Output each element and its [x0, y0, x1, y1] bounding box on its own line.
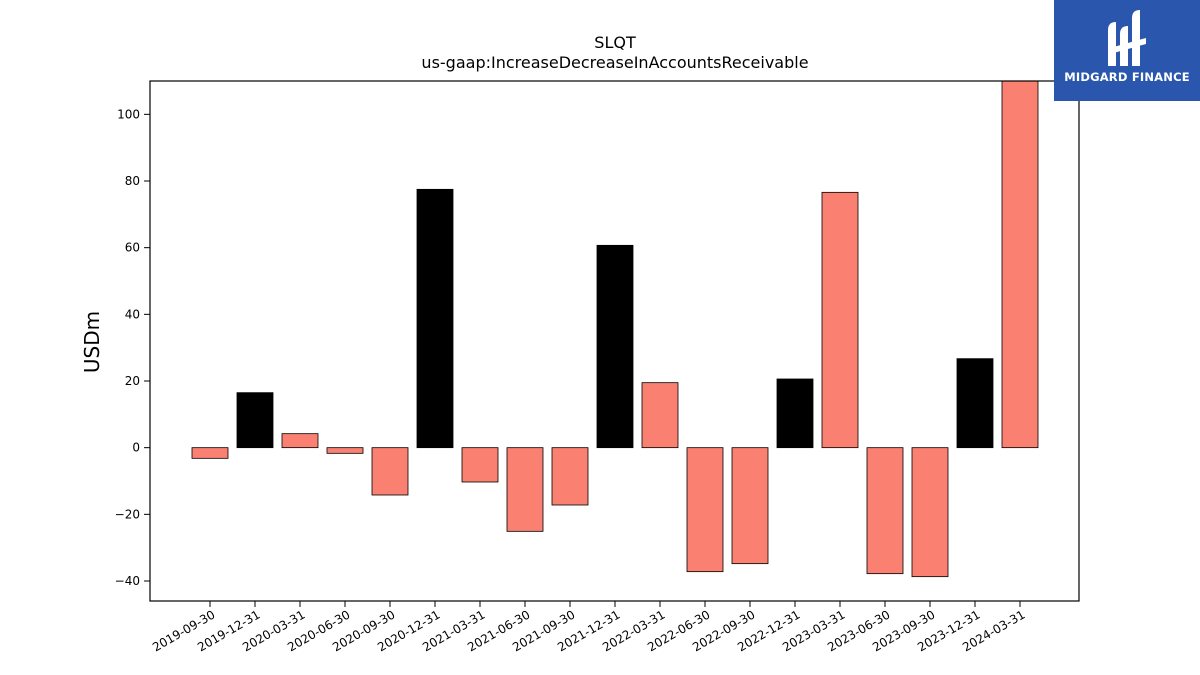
bar-2023-09-30 [911, 447, 949, 578]
y-tick-label: −40 [115, 574, 140, 588]
bar-2021-06-30 [506, 447, 544, 532]
y-tick-label: 20 [125, 374, 140, 388]
chart-title: SLQT [594, 33, 636, 52]
logo-badge: MIDGARD FINANCE [1054, 0, 1200, 101]
y-tick-label: 100 [117, 107, 140, 121]
bar-2024-03-31 [1001, 80, 1039, 449]
bar-2023-06-30 [866, 447, 904, 575]
bar-2021-12-31 [596, 244, 634, 449]
bar-2021-09-30 [551, 447, 589, 506]
y-ticks-group: −40 −20 0 20 40 60 80 100 [115, 107, 150, 588]
chart-subtitle: us-gaap:IncreaseDecreaseInAccountsReceiv… [421, 53, 808, 72]
y-tick-label: 40 [125, 307, 140, 321]
bar-2021-03-31 [461, 447, 499, 483]
bar-2020-06-30 [326, 447, 364, 454]
bar-2023-12-31 [956, 358, 994, 449]
bar-2019-12-31 [236, 392, 274, 449]
logo-text: MIDGARD FINANCE [1064, 70, 1190, 84]
y-tick-label: 0 [132, 441, 140, 455]
bar-2023-03-31 [821, 191, 859, 449]
y-tick-label: 80 [125, 174, 140, 188]
bar-2020-09-30 [371, 447, 409, 496]
y-axis-label: USDm [80, 311, 104, 373]
plot-frame [149, 80, 1080, 602]
midgard-logo-icon [1108, 10, 1146, 66]
bars-group [191, 80, 1039, 578]
bar-2020-03-31 [281, 433, 319, 449]
y-tick-label: −20 [115, 507, 140, 521]
bar-2020-12-31 [416, 188, 454, 449]
x-ticks-group: 2019-09-302019-12-312020-03-312020-06-30… [150, 601, 1028, 654]
bar-2022-06-30 [686, 447, 724, 573]
bar-2022-12-31 [776, 378, 814, 449]
bar-2022-09-30 [731, 447, 769, 565]
y-tick-label: 60 [125, 241, 140, 255]
bar-2019-09-30 [191, 447, 229, 459]
bar-2022-03-31 [641, 382, 679, 449]
